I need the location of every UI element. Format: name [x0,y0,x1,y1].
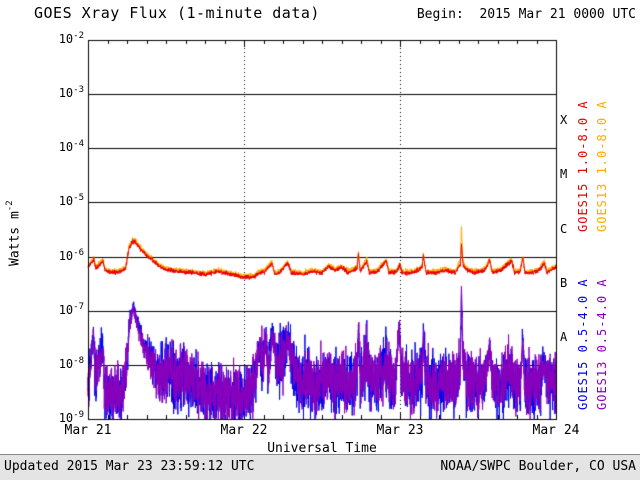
y-tick-label: 10-7 [58,301,84,317]
legend-goes13-long: GOES13 1.0-8.0 A [595,100,609,232]
y-tick-label: 10-4 [58,139,84,155]
credit-label: NOAA/SWPC Boulder, CO USA [440,459,636,474]
y-tick-label: 10-5 [58,193,84,209]
plot-title: GOES Xray Flux (1-minute data) [34,4,320,22]
flare-class-label: C [560,221,568,236]
x-tick-label: Mar 21 [64,423,112,438]
legend-goes15-short: GOES15 0.5-4.0 A [576,278,590,410]
x-tick-label: Mar 22 [220,423,268,438]
flare-class-label: A [560,329,568,344]
begin-timestamp: Begin: 2015 Mar 21 0000 UTC [416,7,636,22]
x-tick-label: Mar 23 [376,423,424,438]
flare-class-label: X [560,113,568,128]
x-axis-label: Universal Time [267,441,377,456]
flare-class-label: M [560,167,568,182]
y-tick-label: 10-2 [58,31,84,46]
y-tick-label: 10-9 [58,410,84,425]
legend-goes13-short: GOES13 0.5-4.0 A [595,278,609,410]
legend-goes15-long: GOES15 1.0-8.0 A [576,100,590,232]
updated-timestamp: Updated 2015 Mar 23 23:59:12 UTC [4,459,255,474]
y-tick-label: 10-6 [58,247,84,263]
y-tick-label: 10-8 [58,355,84,371]
y-tick-label: 10-3 [58,85,84,101]
flare-class-label: B [560,275,568,290]
x-tick-label: Mar 24 [532,423,580,438]
y-axis-label: Watts m-2 [5,200,23,266]
footer-band [0,454,640,480]
